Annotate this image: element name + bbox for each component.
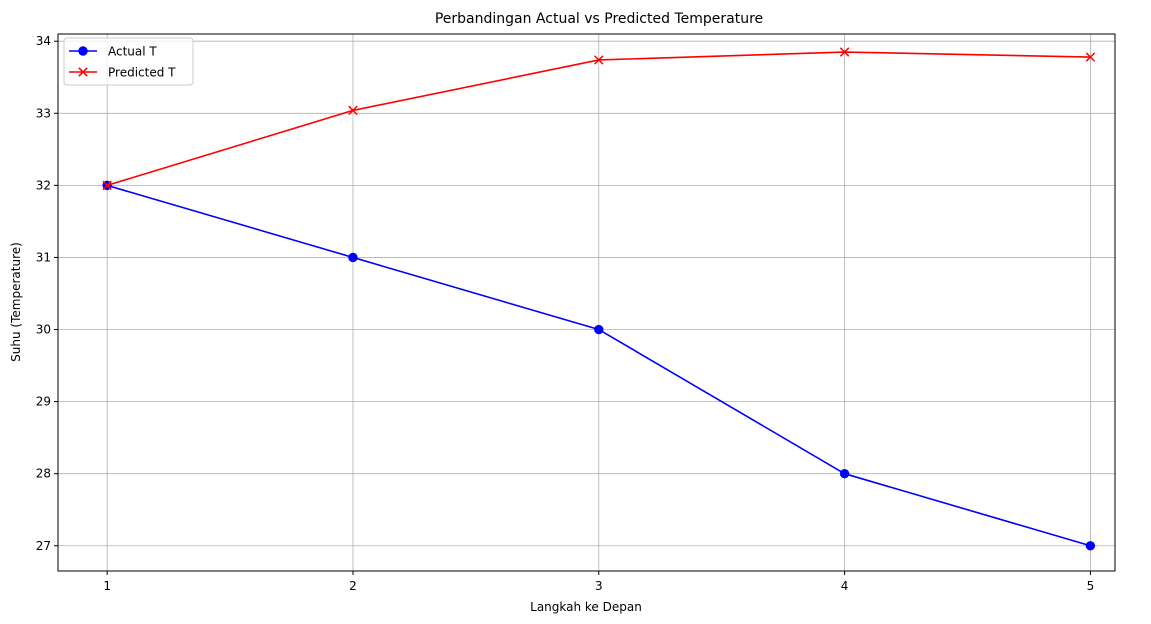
series-predicted-t (102, 47, 1096, 191)
y-tick-label: 33 (36, 106, 51, 120)
data-point (1085, 541, 1096, 551)
y-tick-label: 28 (36, 467, 51, 481)
y-tick-label: 29 (36, 395, 51, 409)
legend: Actual T Predicted T (63, 37, 194, 86)
marker-stroke (348, 105, 358, 116)
y-tick-label: 32 (36, 178, 51, 192)
marker-stroke (102, 180, 112, 191)
legend-entry: Predicted T (69, 66, 176, 80)
x-tick-label: 2 (349, 579, 357, 593)
x-axis-label: Langkah ke Depan (530, 600, 642, 614)
plot-frame (57, 33, 1116, 572)
legend-entry: Actual T (69, 45, 157, 59)
x-tick-label: 5 (1087, 579, 1095, 593)
data-point (839, 468, 850, 479)
marker-stroke (839, 47, 850, 57)
y-tick-label: 31 (36, 250, 51, 264)
data-point (348, 252, 358, 263)
data-point (594, 55, 604, 65)
legend-box (63, 37, 194, 86)
grid-layer (58, 34, 1115, 571)
y-tick-label: 30 (36, 323, 51, 337)
data-point (594, 324, 604, 335)
chart-title: Perbandingan Actual vs Predicted Tempera… (435, 11, 763, 27)
marker-stroke (1085, 52, 1096, 62)
y-axis: 27 28 29 30 31 32 33 34 (36, 34, 58, 553)
data-point (102, 180, 112, 191)
y-tick-label: 34 (36, 34, 51, 48)
series-actual-t (102, 180, 1096, 551)
data-point (839, 47, 850, 57)
x-axis: 1 2 3 4 5 (103, 571, 1094, 593)
legend-label: Actual T (108, 45, 157, 59)
series-layer (102, 47, 1096, 551)
x-tick-label: 3 (595, 579, 603, 593)
legend-label: Predicted T (108, 66, 176, 80)
data-point (348, 105, 358, 116)
x-tick-label: 1 (103, 579, 111, 593)
marker-stroke (78, 67, 88, 77)
y-axis-label: Suhu (Temperature) (9, 242, 23, 362)
data-point (1085, 52, 1096, 62)
legend-marker (78, 46, 88, 56)
y-tick-label: 27 (36, 539, 51, 553)
x-tick-label: 4 (841, 579, 849, 593)
legend-marker (78, 67, 88, 77)
marker-stroke (594, 55, 604, 65)
